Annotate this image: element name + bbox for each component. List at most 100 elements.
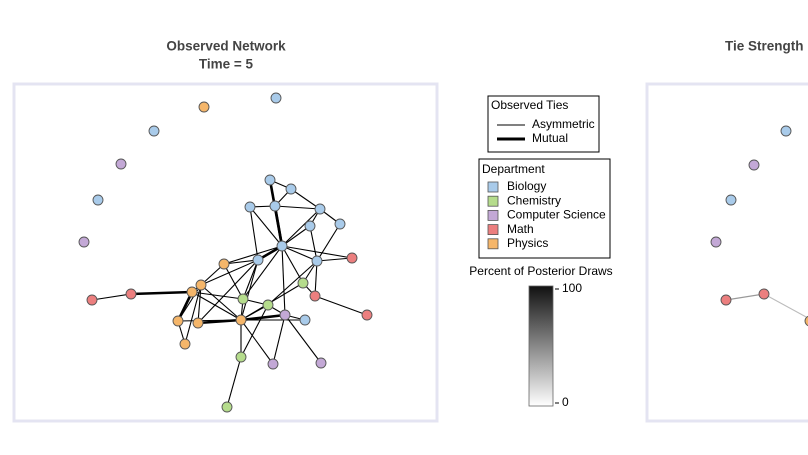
node: [361, 309, 373, 321]
node: [237, 293, 249, 305]
node: [299, 314, 311, 326]
node: [115, 158, 127, 170]
node: [279, 309, 291, 321]
tie: [223, 259, 259, 265]
node: [334, 218, 346, 230]
node: [125, 288, 137, 300]
tie: [316, 257, 353, 262]
tie: [763, 293, 808, 319]
node: [186, 286, 198, 298]
tie: [267, 260, 318, 306]
legend-title: Department: [482, 162, 545, 176]
node: [92, 194, 104, 206]
tie: [200, 259, 259, 286]
node: [195, 279, 207, 291]
legend-label: Math: [507, 222, 534, 236]
legend-label: Mutual: [532, 131, 568, 145]
tie: [314, 260, 318, 297]
network: [78, 92, 808, 413]
tie: [223, 245, 283, 265]
tie: [274, 205, 321, 210]
tie: [281, 245, 286, 316]
tie: [249, 206, 283, 247]
node: [285, 183, 297, 195]
node: [235, 314, 247, 326]
tie: [226, 356, 242, 408]
node: [78, 236, 90, 248]
panel-title: Tie Strength: [725, 39, 804, 54]
colorbar-tick-label: 100: [562, 281, 582, 295]
node: [192, 317, 204, 329]
node: [314, 203, 326, 215]
tie: [281, 245, 353, 259]
tie: [240, 319, 274, 365]
node: [252, 254, 264, 266]
tie: [281, 245, 304, 284]
tie: [240, 304, 269, 358]
tie: [272, 314, 286, 365]
legend-label: Physics: [507, 236, 548, 250]
node: [179, 338, 191, 350]
node: [270, 92, 282, 104]
panel-frame: [645, 82, 808, 423]
node: [262, 299, 274, 311]
node: [309, 290, 321, 302]
node: [244, 201, 256, 213]
tie: [177, 319, 242, 322]
node: [218, 258, 230, 270]
node: [86, 294, 98, 306]
tie: [200, 284, 242, 321]
tie: [240, 259, 259, 321]
node: [198, 101, 210, 113]
node: [264, 174, 276, 186]
panel-title: Observed Network: [166, 39, 286, 54]
node: [269, 200, 281, 212]
tie: [725, 293, 765, 301]
legend-label: Asymmetric: [532, 117, 595, 131]
tie: [309, 225, 318, 262]
legend-swatch: [487, 238, 499, 250]
tie: [197, 259, 259, 324]
node: [297, 277, 309, 289]
node: [720, 294, 732, 306]
colorbar-ticks: 0 100: [555, 281, 582, 409]
tie: [130, 290, 193, 296]
legend-label: Chemistry: [507, 193, 561, 207]
legend-swatch: [487, 181, 499, 193]
node: [221, 401, 233, 413]
node: [315, 357, 327, 369]
tie: [197, 284, 202, 324]
node: [346, 252, 358, 264]
legend-swatch: [487, 195, 499, 207]
tie: [240, 313, 286, 322]
panel-frame: [12, 82, 439, 423]
tie: [314, 295, 368, 316]
tie: [290, 188, 321, 210]
tie: [284, 314, 322, 364]
legend-box: [478, 158, 611, 259]
node: [780, 125, 792, 137]
tie: [249, 206, 259, 261]
node: [710, 236, 722, 248]
tie: [281, 245, 318, 262]
legend-swatch: [487, 209, 499, 221]
node: [304, 220, 316, 232]
legend-label: Biology: [507, 179, 546, 193]
tie: [223, 263, 244, 300]
node: [758, 288, 770, 300]
colorbar: [528, 285, 554, 407]
node: [172, 315, 184, 327]
node: [148, 125, 160, 137]
tie: [191, 291, 244, 300]
tie: [184, 284, 202, 345]
legend-box: [487, 95, 600, 153]
node: [725, 194, 737, 206]
panel-subtitle: Time = 5: [199, 57, 254, 72]
colorbar-tick-label: 0: [562, 395, 569, 409]
legend-swatch: [487, 224, 499, 236]
legend-title: Observed Ties: [491, 98, 568, 112]
legend-label: Computer Science: [507, 208, 606, 222]
node: [235, 351, 247, 363]
